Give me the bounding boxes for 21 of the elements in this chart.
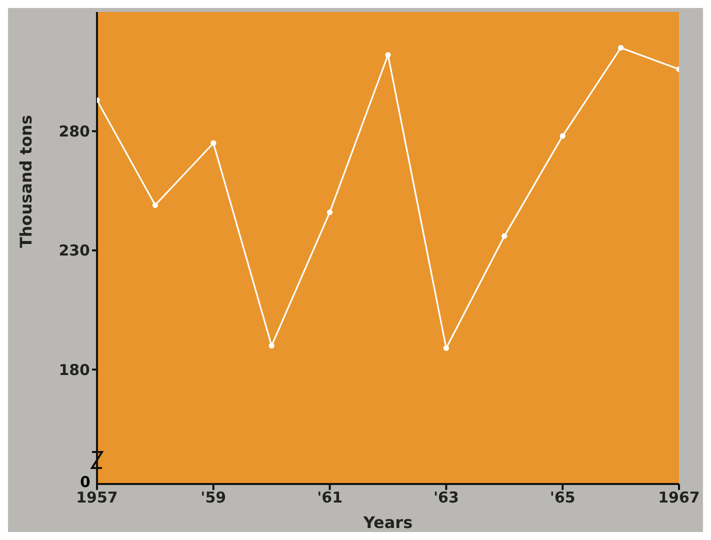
x-tick-label: 1957: [76, 488, 118, 507]
y-tick-label: 280: [58, 122, 90, 141]
point: [618, 44, 624, 51]
point: [443, 345, 449, 351]
y-tick-label: 230: [58, 242, 90, 260]
point: [502, 233, 508, 239]
x-tick-label: '61: [317, 488, 343, 507]
point: [327, 209, 333, 216]
x-tick-label: '63: [433, 488, 459, 507]
point: [560, 133, 566, 139]
y-tick-label: 180: [58, 360, 90, 379]
x-tick-label: '65: [550, 488, 576, 507]
point: [152, 202, 158, 208]
point: [385, 52, 391, 58]
text: 0: [80, 473, 90, 491]
x-axis-title: Years: [362, 513, 413, 532]
point: [268, 342, 274, 349]
x-tick-label: 1967: [658, 488, 700, 507]
point: [210, 140, 216, 146]
y-axis-title: Thousand tons: [16, 115, 36, 248]
x-tick-label: '59: [200, 488, 226, 507]
